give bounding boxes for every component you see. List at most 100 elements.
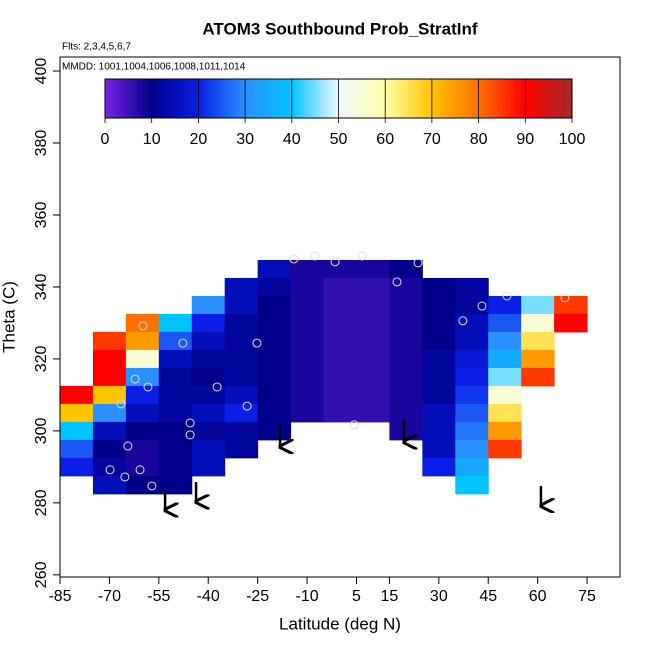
- x-axis-label: Latitude (deg N): [279, 614, 401, 633]
- heatmap-cell: [323, 367, 357, 387]
- heatmap-cell: [389, 313, 423, 333]
- heatmap: [60, 259, 588, 495]
- plot-frame: [59, 56, 621, 578]
- heatmap-cell: [290, 259, 325, 279]
- x-tick-label: 30: [430, 588, 448, 605]
- heatmap-cell: [455, 439, 489, 459]
- x-tick-label: -70: [98, 588, 121, 605]
- heatmap-cell: [356, 367, 390, 387]
- heatmap-cell: [158, 331, 193, 351]
- heatmap-cell: [422, 367, 456, 387]
- heatmap-cell: [191, 331, 226, 351]
- heatmap-cell: [488, 295, 522, 315]
- heatmap-cell: [158, 367, 193, 387]
- y-tick-label: 400: [33, 58, 50, 85]
- heatmap-cell: [125, 313, 160, 333]
- heatmap-cell: [455, 331, 489, 351]
- heatmap-cell: [389, 295, 423, 315]
- heatmap-cell: [290, 367, 325, 387]
- heatmap-cell: [60, 457, 94, 477]
- heatmap-cell: [125, 439, 160, 459]
- heatmap-cell: [92, 475, 127, 495]
- flight-point: [477, 301, 487, 311]
- heatmap-cell: [290, 349, 325, 369]
- colorbar-tick-label: 50: [330, 131, 348, 148]
- heatmap-cell: [554, 295, 588, 315]
- subtitle: Flts: 2,3,4,5,6,7: [62, 42, 131, 53]
- heatmap-cell: [488, 439, 522, 459]
- heatmap-cell: [125, 349, 160, 369]
- colorbar-tick-label: 10: [143, 131, 161, 148]
- heatmap-cell: [422, 295, 456, 315]
- heatmap-cell: [356, 403, 390, 423]
- heatmap-cell: [257, 367, 292, 387]
- heatmap-cell: [191, 385, 226, 405]
- heatmap-cell: [521, 313, 555, 333]
- heatmap-cell: [356, 313, 390, 333]
- heatmap-cell: [92, 403, 127, 423]
- heatmap-cell: [455, 295, 489, 315]
- heatmap-cell: [224, 277, 259, 297]
- heatmap-cell: [323, 259, 357, 279]
- heatmap-cell: [323, 331, 357, 351]
- heatmap-cell: [125, 457, 160, 477]
- heatmap-cell: [92, 385, 127, 405]
- heatmap-cell: [323, 313, 357, 333]
- flight-point: [138, 321, 148, 331]
- heatmap-cell: [224, 385, 259, 405]
- heatmap-cell: [224, 313, 259, 333]
- heatmap-cell: [455, 367, 489, 387]
- heatmap-cell: [521, 331, 555, 351]
- heatmap-cell: [224, 331, 259, 351]
- heatmap-cell: [290, 313, 325, 333]
- y-tick-label: 360: [33, 202, 50, 229]
- heatmap-cell: [488, 313, 522, 333]
- heatmap-cell: [191, 295, 226, 315]
- x-tick-label: 5: [352, 588, 361, 605]
- heatmap-cell: [455, 385, 489, 405]
- flight-point: [185, 430, 195, 440]
- heatmap-cell: [488, 421, 522, 441]
- x-tick-label: 45: [479, 588, 497, 605]
- heatmap-cell: [389, 385, 423, 405]
- x-tick-label: -40: [197, 588, 220, 605]
- heatmap-cell: [92, 331, 127, 351]
- heatmap-cell: [323, 277, 357, 297]
- heatmap-cell: [191, 439, 226, 459]
- heatmap-cell: [356, 295, 390, 315]
- heatmap-cell: [356, 385, 390, 405]
- heatmap-cell: [158, 403, 193, 423]
- heatmap-cell: [455, 277, 489, 297]
- heatmap-cell: [521, 349, 555, 369]
- heatmap-cell: [224, 421, 259, 441]
- heatmap-cell: [224, 439, 259, 459]
- heatmap-cell: [554, 313, 588, 333]
- heatmap-cell: [389, 367, 423, 387]
- heatmap-cell: [224, 367, 259, 387]
- heatmap-cell: [257, 349, 292, 369]
- heatmap-cell: [257, 421, 292, 441]
- flight-point: [212, 382, 222, 392]
- heatmap-cell: [455, 475, 489, 495]
- heatmap-cell: [224, 295, 259, 315]
- colorbar-tick-label: 0: [101, 131, 110, 148]
- flight-point: [105, 465, 115, 475]
- heatmap-cell: [290, 403, 325, 423]
- heatmap-cell: [257, 403, 292, 423]
- heatmap-cell: [191, 349, 226, 369]
- heatmap-cell: [158, 421, 193, 441]
- heatmap-cell: [521, 367, 555, 387]
- heatmap-cell: [389, 331, 423, 351]
- heatmap-cell: [488, 385, 522, 405]
- x-tick-label: 60: [529, 588, 547, 605]
- heatmap-cell: [125, 475, 160, 495]
- heatmap-cell: [356, 259, 390, 279]
- flight-point: [147, 481, 157, 491]
- heatmap-cell: [92, 349, 127, 369]
- heatmap-cell: [488, 403, 522, 423]
- y-tick-label: 340: [33, 274, 50, 301]
- heatmap-cell: [290, 277, 325, 297]
- x-tick-label: 75: [578, 588, 596, 605]
- flight-point: [242, 401, 252, 411]
